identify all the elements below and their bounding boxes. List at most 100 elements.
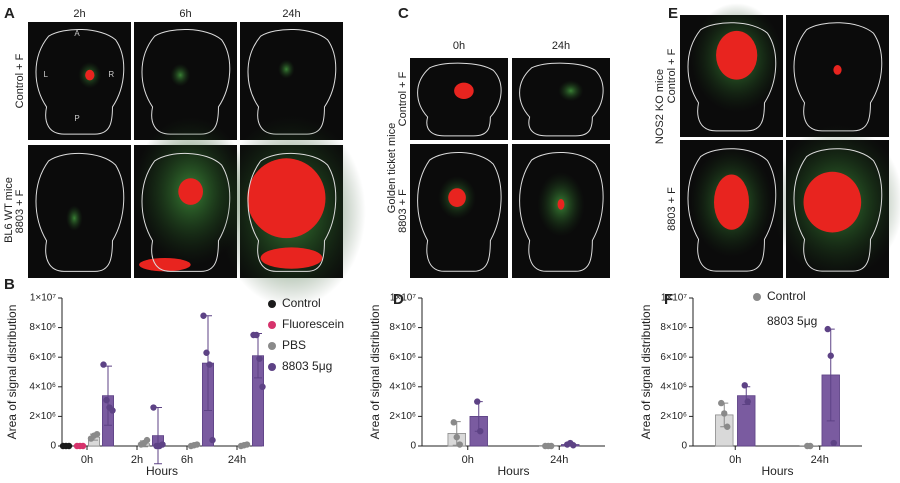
data-point [200, 312, 207, 319]
y-tick-label: 2×10⁶ [389, 411, 416, 422]
fluorescence-glow [66, 205, 83, 231]
data-point [721, 410, 728, 417]
y-tick-label: 1×10⁷ [661, 293, 688, 304]
column-label: 6h [179, 8, 191, 20]
column-label: 24h [282, 8, 300, 20]
data-point [807, 442, 814, 450]
y-tick-label: 2×10⁶ [660, 411, 687, 422]
x-axis-title: Hours [146, 464, 178, 478]
brain-outline [141, 152, 231, 272]
legend-marker [268, 342, 276, 350]
data-point [209, 436, 216, 444]
fluorescence-glow [558, 80, 584, 102]
y-tick-label: 8×10⁶ [660, 322, 687, 333]
brain-outline [793, 148, 883, 272]
brain-outline [417, 151, 502, 272]
orientation-label: R [108, 70, 114, 79]
panel-letter: C [398, 5, 409, 22]
legend-label: 8803 5μg [282, 359, 332, 373]
fluorescence-signal [833, 65, 842, 75]
brain-outline [519, 151, 604, 272]
group-label: Golden ticket mice [386, 123, 398, 213]
data-point [477, 428, 484, 435]
data-point [100, 361, 107, 368]
y-tick-label: 1×10⁷ [30, 293, 57, 304]
x-tick-label: 0h [462, 454, 474, 466]
panel-letter: E [668, 5, 678, 22]
brain-outline [687, 148, 777, 272]
data-point [548, 442, 555, 450]
x-tick-label: 2h [131, 454, 143, 466]
column-label: 0h [453, 40, 465, 52]
brain-outline [687, 22, 777, 132]
fluorescence-signal [557, 198, 565, 210]
brain-outline [519, 62, 604, 137]
panel-letter: B [4, 276, 15, 293]
y-tick-label: 4×10⁶ [660, 381, 687, 392]
brain-outline [793, 22, 883, 132]
x-tick-label: 24h [550, 454, 568, 466]
data-point [109, 407, 116, 414]
y-tick-label: 1×10⁷ [390, 293, 417, 304]
brain-outline [247, 152, 337, 272]
data-point [206, 361, 213, 368]
legend-label: Control [282, 296, 321, 310]
data-point [150, 404, 157, 411]
data-point [824, 325, 831, 333]
panel-letter: A [4, 5, 15, 22]
y-axis-title: Area of signal distribution [5, 305, 19, 440]
x-tick-label: 0h [81, 454, 93, 466]
data-point [570, 442, 577, 449]
fluorescence-signal [85, 69, 95, 81]
data-point [741, 382, 748, 389]
fluorescence-glow [278, 59, 295, 79]
data-point [259, 383, 266, 390]
fluorescence-signal [448, 188, 466, 207]
data-point [103, 396, 110, 404]
x-axis-title: Hours [497, 464, 529, 478]
orientation-label: A [74, 29, 80, 38]
brain-outline [417, 62, 502, 137]
y-tick-label: 0 [410, 441, 416, 452]
row-label: 8803 + F [666, 187, 678, 231]
legend-label: Control [767, 289, 806, 303]
x-axis-title: Hours [761, 464, 793, 478]
x-tick-label: 0h [729, 454, 741, 466]
data-point [724, 423, 731, 430]
row-label: 8803 + F [397, 189, 409, 233]
data-point [744, 398, 751, 405]
fluorescence-signal [803, 171, 862, 233]
x-tick-label: 24h [811, 454, 829, 466]
legend-label: 8803 5μg [767, 314, 817, 328]
data-point [453, 433, 460, 441]
brain-outline [35, 152, 125, 272]
data-point [456, 441, 463, 448]
legend-label: Fluorescein [282, 317, 344, 331]
y-tick-label: 4×10⁶ [389, 381, 416, 392]
data-point [474, 398, 481, 405]
row-label: Control + F [397, 71, 409, 126]
data-point [253, 331, 260, 339]
data-point [193, 441, 201, 448]
orientation-label: L [43, 70, 48, 79]
data-point [159, 441, 166, 448]
y-tick-label: 0 [681, 441, 687, 452]
y-tick-label: 0 [50, 441, 56, 452]
data-point [93, 430, 101, 438]
fluorescence-signal [454, 82, 474, 100]
legend-marker [268, 321, 276, 329]
data-point [827, 352, 834, 359]
data-point [256, 355, 263, 362]
fluorescence-signal [139, 258, 191, 272]
y-tick-label: 6×10⁶ [389, 352, 416, 363]
data-point [830, 439, 837, 447]
y-tick-label: 8×10⁶ [389, 322, 416, 333]
x-tick-label: 6h [181, 454, 193, 466]
y-tick-label: 6×10⁶ [29, 352, 56, 363]
row-label: Control + F [666, 48, 678, 103]
y-axis-title: Area of signal distribution [368, 305, 382, 440]
data-point [79, 442, 87, 450]
fluorescence-signal [713, 174, 750, 230]
data-point [243, 441, 251, 448]
